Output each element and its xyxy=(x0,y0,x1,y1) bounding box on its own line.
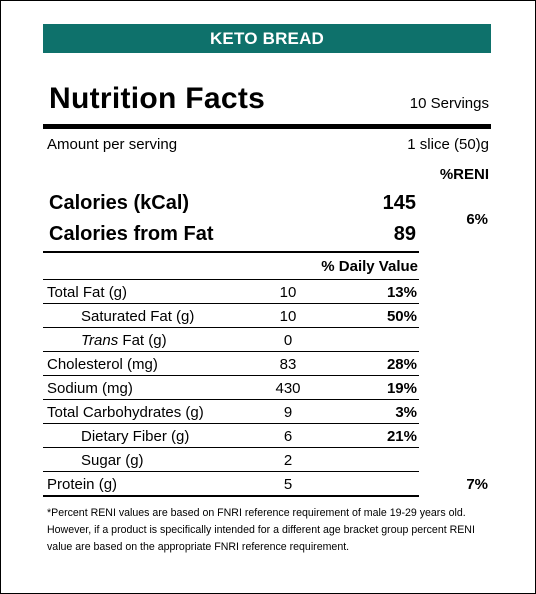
nutrient-name: Sugar (g) xyxy=(81,452,144,469)
calories-fat-value: 89 xyxy=(393,223,416,245)
amount-per-serving-label: Amount per serving xyxy=(47,136,178,153)
nutrient-row-sodium: Sodium (mg) 430 19% xyxy=(43,376,419,400)
calories-value: 145 xyxy=(382,192,416,214)
nutrient-daily-value: 3% xyxy=(395,404,417,421)
serving-size: 1 slice (50)g xyxy=(407,136,489,153)
nutrient-daily-value: 50% xyxy=(386,308,417,325)
nutrient-name: Total Fat (g) xyxy=(47,284,128,301)
bottom-divider xyxy=(43,495,419,497)
nutrient-amount: 0 xyxy=(283,332,293,349)
nutrient-amount: 2 xyxy=(283,452,293,469)
calories-reni: 6% xyxy=(466,211,488,228)
nutrient-row-trans-fat: Trans Fat (g) 0 xyxy=(43,328,419,352)
dv-header-divider xyxy=(43,279,419,280)
row-divider xyxy=(43,447,419,448)
reni-header: %RENI xyxy=(439,166,489,183)
nutrient-row-total-carbohydrates: Total Carbohydrates (g) 9 3% xyxy=(43,400,419,424)
trans-italic-label: Trans xyxy=(81,332,119,349)
servings-count: 10 Servings xyxy=(409,95,489,112)
nutrient-amount: 6 xyxy=(283,428,293,445)
nutrient-daily-value: 19% xyxy=(386,380,417,397)
trans-fat-suffix: Fat (g) xyxy=(118,332,167,349)
thick-divider xyxy=(43,124,491,129)
nutrient-amount: 430 xyxy=(275,380,301,397)
nutrient-amount: 83 xyxy=(279,356,297,373)
nutrient-row-protein: Protein (g) 5 xyxy=(43,472,419,495)
nutrient-row-saturated-fat: Saturated Fat (g) 10 50% xyxy=(43,304,419,328)
nutrient-row-total-fat: Total Fat (g) 10 13% xyxy=(43,280,419,304)
row-divider xyxy=(43,327,419,328)
nutrient-row-cholesterol: Cholesterol (mg) 83 28% xyxy=(43,352,419,376)
row-divider xyxy=(43,351,419,352)
nutrition-facts-title: Nutrition Facts xyxy=(49,82,266,115)
nutrient-name: Trans Fat (g) xyxy=(81,332,167,349)
calories-divider xyxy=(43,251,419,253)
nutrient-daily-value: 28% xyxy=(386,356,417,373)
nutrient-name: Total Carbohydrates (g) xyxy=(47,404,204,421)
row-divider xyxy=(43,375,419,376)
nutrient-name: Protein (g) xyxy=(47,476,118,493)
nutrient-row-sugar: Sugar (g) 2 xyxy=(43,448,419,472)
nutrient-amount: 5 xyxy=(283,476,293,493)
nutrient-daily-value: 13% xyxy=(386,284,417,301)
nutrient-name: Dietary Fiber (g) xyxy=(81,428,190,445)
row-divider xyxy=(43,471,419,472)
nutrient-amount: 10 xyxy=(279,284,297,301)
nutrient-row-dietary-fiber: Dietary Fiber (g) 6 21% xyxy=(43,424,419,448)
reni-footnote: *Percent RENI values are based on FNRI r… xyxy=(47,507,475,553)
calories-fat-label: Calories from Fat xyxy=(49,223,214,245)
nutrient-daily-value: 21% xyxy=(386,428,417,445)
row-divider xyxy=(43,423,419,424)
nutrient-amount: 10 xyxy=(279,308,297,325)
protein-reni: 7% xyxy=(466,476,488,493)
daily-value-header: % Daily Value xyxy=(321,258,418,275)
nutrient-name: Sodium (mg) xyxy=(47,380,133,397)
nutrient-name: Cholesterol (mg) xyxy=(47,356,158,373)
product-banner: KETO BREAD xyxy=(43,24,491,53)
calories-label: Calories (kCal) xyxy=(49,192,190,214)
row-divider xyxy=(43,303,419,304)
nutrient-amount: 9 xyxy=(283,404,293,421)
nutrient-name: Saturated Fat (g) xyxy=(81,308,195,325)
row-divider xyxy=(43,399,419,400)
